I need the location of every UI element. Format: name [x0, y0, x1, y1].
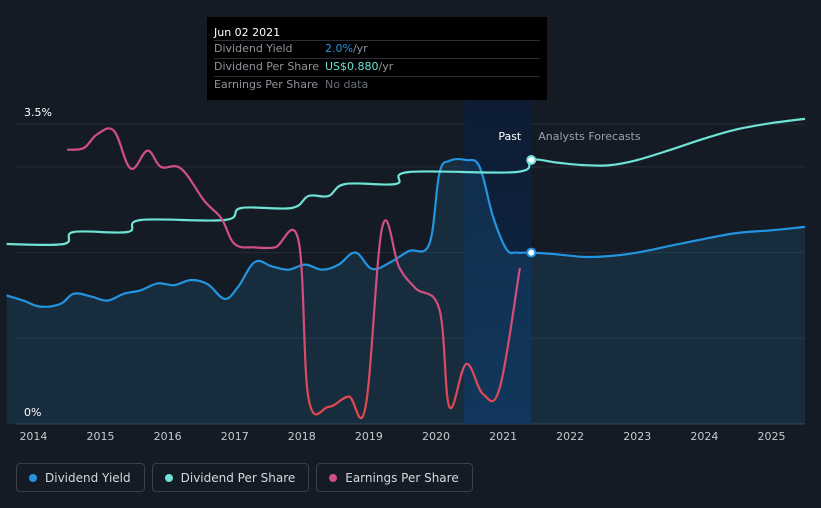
- legend-dot-icon: [164, 473, 173, 482]
- legend-dot-icon: [329, 473, 338, 482]
- y-tick-label: 3.5%: [24, 106, 52, 119]
- x-tick-label: 2024: [690, 430, 718, 443]
- legend-label: Earnings Per Share: [345, 470, 459, 485]
- tooltip-label: Dividend Per Share: [214, 60, 320, 73]
- tooltip-value: US$0.880: [325, 60, 379, 73]
- tooltip-label: Earnings Per Share: [214, 78, 319, 91]
- yield-area-fill: [6, 159, 806, 425]
- tooltip-row-dividend-per-share: Dividend Per Share US$0.880 /yr: [214, 58, 540, 75]
- legend-earnings-per-share[interactable]: Earnings Per Share: [316, 463, 473, 492]
- tooltip-value: 2.0%: [325, 42, 353, 55]
- tooltip-unit: /yr: [352, 42, 368, 55]
- tooltip-unit: /yr: [378, 60, 394, 73]
- legend-dividend-yield[interactable]: Dividend Yield: [16, 463, 145, 492]
- forecast-label: Analysts Forecasts: [538, 130, 641, 143]
- y-tick-label: 0%: [24, 406, 41, 419]
- gridlines: [16, 123, 805, 425]
- legend-label: Dividend Per Share: [180, 470, 296, 485]
- x-tick-label: 2023: [623, 430, 651, 443]
- past-band: [464, 96, 532, 424]
- x-tick-label: 2017: [221, 430, 249, 443]
- tooltip-date: Jun 02 2021: [214, 26, 281, 39]
- earnings-per-share-line: [66, 127, 521, 420]
- legend: Dividend Yield Dividend Per Share Earnin…: [16, 463, 473, 492]
- tooltip: Jun 02 2021 Dividend Yield 2.0% /yr Divi…: [207, 17, 547, 100]
- series-lines: [6, 117, 806, 420]
- axes: 2014 2015 2016 2017 2018 2019 2020 2021 2022 2023…: [19, 106, 785, 443]
- tooltip-value: No data: [325, 78, 369, 91]
- x-tick-label: 2014: [19, 430, 47, 443]
- dividend-yield-marker: [526, 247, 537, 258]
- legend-dividend-per-share[interactable]: Dividend Per Share: [151, 463, 310, 492]
- dividend-per-share-line: [6, 117, 806, 247]
- x-tick-label: 2020: [422, 430, 450, 443]
- dividend-per-share-marker: [526, 155, 537, 165]
- x-tick-label: 2018: [288, 430, 316, 443]
- dividend-yield-line: [6, 158, 806, 308]
- x-tick-label: 2021: [489, 430, 517, 443]
- tooltip-row-earnings-per-share: Earnings Per Share No data: [214, 76, 540, 93]
- yield-area: [6, 159, 806, 425]
- x-tick-label: 2022: [556, 430, 584, 443]
- x-tick-label: 2016: [154, 430, 182, 443]
- x-tick-label: 2025: [757, 430, 785, 443]
- legend-dot-icon: [29, 473, 37, 482]
- x-tick-label: 2015: [87, 430, 115, 443]
- tooltip-row-dividend-yield: Dividend Yield 2.0% /yr: [214, 40, 540, 57]
- past-label: Past: [498, 130, 522, 143]
- legend-label: Dividend Yield: [45, 470, 131, 485]
- x-tick-label: 2019: [355, 430, 383, 443]
- tooltip-label: Dividend Yield: [214, 42, 293, 55]
- markers: [526, 155, 537, 258]
